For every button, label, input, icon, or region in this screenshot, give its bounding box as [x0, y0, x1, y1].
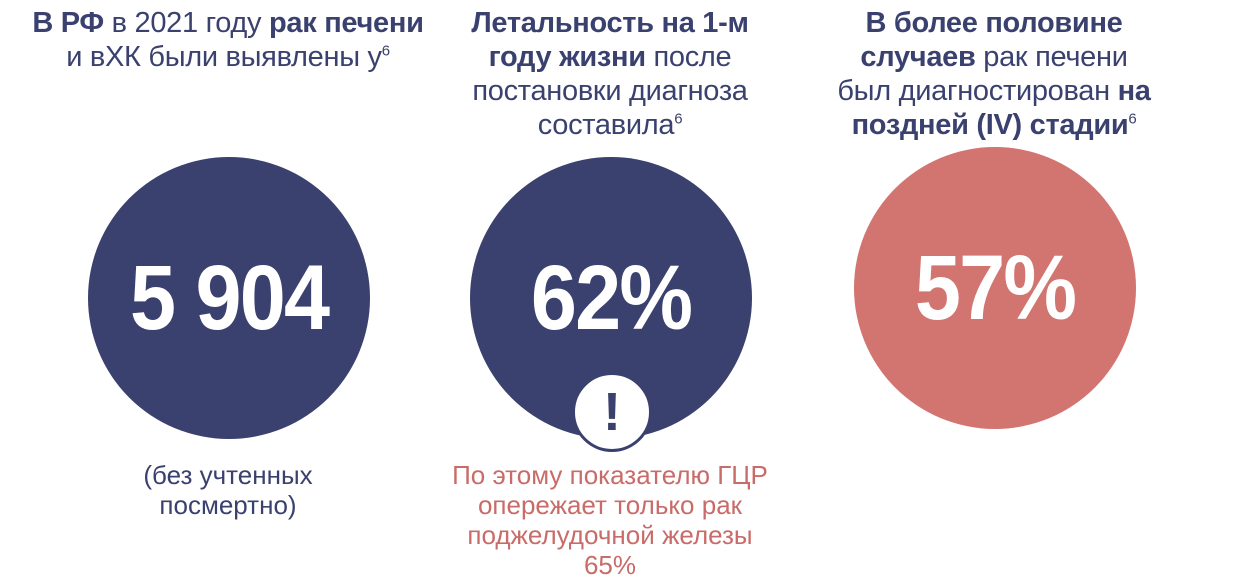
- heading-bold-liver-cancer: рак печени: [268, 7, 424, 39]
- stat-heading-late-stage: В более половине случаев рак печени был …: [834, 6, 1154, 142]
- stat-heading-cases: В РФ в 2021 году рак печени и вХК были в…: [28, 6, 428, 74]
- stat-column-cases: В РФ в 2021 году рак печени и вХК были в…: [28, 0, 428, 567]
- footnote-marker: 6: [674, 110, 683, 128]
- heading-text-year: в 2021 году: [103, 7, 269, 39]
- heading-text-detected: и вХК были выявлены у: [66, 41, 382, 73]
- stat-heading-mortality: Летальность на 1-м году жизни после пост…: [440, 6, 780, 142]
- heading-bold-region: В РФ: [32, 7, 104, 39]
- stat-value-mortality: 62%: [530, 247, 693, 349]
- heading-bold-mortality: Летальность на 1-м году жизни: [471, 7, 749, 73]
- stat-circle-late-stage: 57%: [854, 147, 1136, 429]
- stat-circle-cases: 5 904: [88, 157, 370, 439]
- footnote-marker: 6: [381, 42, 390, 60]
- stat-column-mortality: Летальность на 1-м году жизни после пост…: [410, 0, 810, 580]
- heading-bold-late-stage: на поздней (IV) стадии: [851, 75, 1151, 141]
- stat-value-cases: 5 904: [129, 247, 330, 349]
- stat-value-late-stage: 57%: [914, 237, 1077, 339]
- heading-text-diagnosed: рак печени был диагностирован: [837, 41, 1128, 107]
- stat-note-cases: (без учтенных посмертно): [143, 460, 313, 520]
- exclamation-icon: !: [572, 372, 652, 452]
- footnote-marker: 6: [1128, 110, 1137, 128]
- heading-bold-more-than-half: В более половине случаев: [860, 7, 1123, 73]
- stat-column-late-stage: В более половине случаев рак печени был …: [794, 0, 1194, 567]
- stat-note-mortality: По этому показателю ГЦР опережает только…: [452, 460, 768, 580]
- exclamation-mark: !: [603, 382, 621, 442]
- heading-text-after-diagnosis: после постановки диагноза составила: [472, 41, 748, 141]
